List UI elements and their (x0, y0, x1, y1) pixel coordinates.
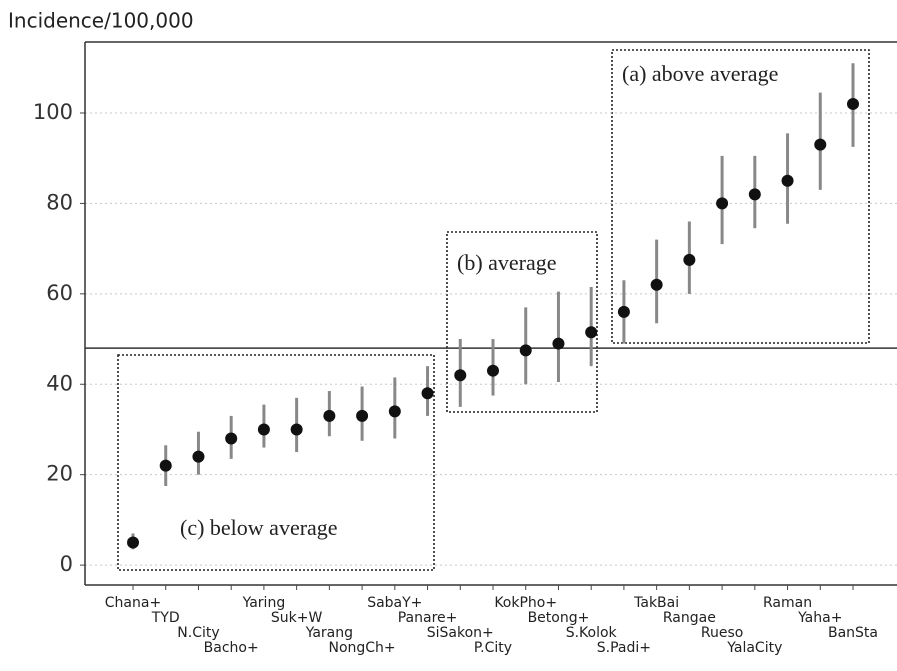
y-tick-label: 100 (33, 100, 73, 124)
group-box (611, 49, 870, 344)
y-tick-label: 60 (46, 281, 73, 305)
point (716, 197, 729, 210)
y-tick-label: 80 (46, 190, 73, 214)
point (683, 253, 696, 266)
point (388, 405, 401, 418)
point (617, 305, 630, 318)
point (487, 364, 499, 377)
x-tick-label: Yarang (305, 625, 353, 641)
x-tick-label: KokPho+ (494, 595, 557, 611)
point (127, 536, 139, 549)
x-tick-label: BanSta (828, 625, 878, 641)
group-box (117, 354, 435, 571)
x-tick-label: SabaY+ (367, 595, 422, 611)
y-tick-label: 40 (46, 371, 73, 395)
point (552, 337, 565, 350)
x-tick-label: Suk+W (271, 610, 323, 626)
point (847, 97, 859, 110)
x-tick-label: S.Padi+ (597, 640, 651, 656)
x-tick-label: YalaCity (726, 640, 782, 656)
x-tick-label: Bacho+ (204, 640, 259, 656)
x-tick-label: TYD (151, 610, 180, 626)
point (421, 387, 434, 400)
point (454, 369, 467, 382)
point (290, 423, 303, 436)
point (585, 326, 598, 339)
point (225, 432, 238, 445)
x-tick-label: Betong+ (528, 610, 590, 626)
annotation: (b) average (457, 250, 557, 275)
x-tick-label: Rueso (701, 625, 743, 641)
y-axis-label: Incidence/100,000 (8, 9, 194, 33)
x-tick-label: N.City (177, 625, 219, 641)
point (323, 409, 336, 422)
x-tick-label: Yaring (242, 595, 286, 611)
x-tick-label: SiSakon+ (427, 625, 494, 641)
annotation: (c) below average (180, 515, 338, 540)
y-tick-label: 20 (46, 462, 73, 486)
point (257, 423, 270, 436)
x-tick-label: Yaha+ (797, 610, 842, 626)
point (650, 278, 663, 291)
x-tick-label: TakBai (633, 595, 679, 611)
annotation: (a) above average (622, 61, 778, 86)
y-tick-label: 0 (60, 552, 73, 576)
point (781, 174, 794, 187)
group-box (446, 231, 598, 413)
x-tick-label: Chana+ (105, 595, 161, 611)
point (159, 459, 172, 472)
point (192, 450, 205, 463)
x-tick-label: Raman (763, 595, 812, 611)
point (519, 344, 532, 357)
x-tick-label: P.City (474, 640, 512, 656)
x-tick-label: Rangae (663, 610, 716, 626)
x-tick-label: S.Kolok (566, 625, 618, 641)
x-tick-label: Panare+ (398, 610, 458, 626)
point (814, 138, 827, 151)
point (356, 409, 369, 422)
x-tick-label: NongCh+ (328, 640, 395, 656)
point (748, 188, 761, 201)
